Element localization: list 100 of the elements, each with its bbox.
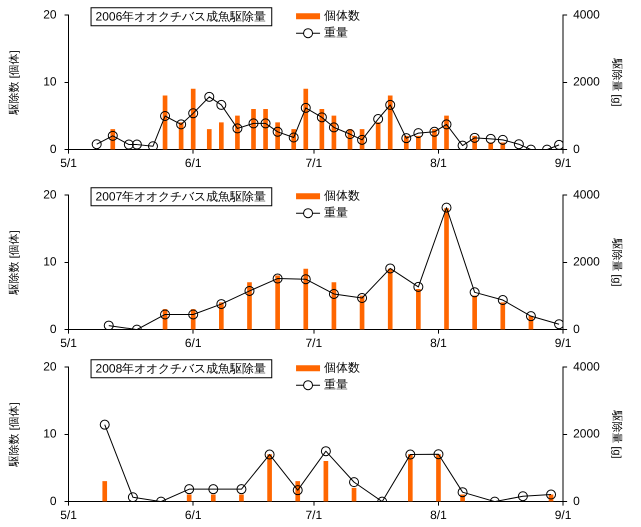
point: [292, 485, 303, 496]
point: [498, 295, 508, 306]
x-tick-label: 6/1: [184, 336, 202, 350]
x-tick-label: 8/1: [430, 156, 448, 170]
x-tick-label: 9/1: [554, 336, 572, 350]
x-tick-label: 9/1: [554, 156, 572, 170]
bar: [190, 88, 196, 150]
x-tick-label: 5/1: [60, 156, 78, 170]
bar: [219, 122, 224, 150]
y-tick-label: 10: [43, 254, 57, 269]
y-tick-label: 0: [50, 142, 57, 156]
point: [260, 118, 271, 128]
bar: [263, 108, 268, 150]
point: [132, 140, 142, 150]
point: [124, 140, 134, 150]
point: [546, 490, 556, 500]
legend-label: 個体数: [324, 360, 360, 375]
point: [385, 100, 396, 110]
point: [108, 130, 118, 141]
y-tick-label: 20: [43, 360, 57, 374]
point: [272, 126, 283, 137]
point: [184, 484, 194, 494]
bar: [472, 296, 477, 330]
y2-tick-label: 0: [573, 142, 580, 156]
point: [300, 102, 311, 113]
chart-title: 2007年オオクチバス成魚駆除量: [96, 190, 266, 204]
point: [300, 274, 311, 284]
bar: [352, 488, 356, 502]
point: [248, 118, 259, 128]
bar: [247, 282, 252, 330]
point: [526, 311, 536, 322]
point: [486, 134, 496, 144]
point: [498, 134, 508, 145]
legend-label: 重量: [324, 26, 348, 40]
point: [357, 134, 368, 145]
bar: [360, 296, 364, 330]
y2-axis-title: 駆除量 [g]: [610, 237, 622, 287]
bar: [206, 129, 212, 150]
bar: [251, 108, 256, 150]
bar: [388, 268, 393, 330]
bar: [500, 302, 506, 330]
point: [413, 282, 424, 292]
bar: [186, 494, 192, 502]
chart-title: 2006年オオクチバス成魚駆除量: [96, 10, 266, 24]
point: [385, 263, 396, 274]
point: [176, 119, 186, 130]
bar: [303, 88, 308, 150]
bar: [267, 454, 272, 502]
point: [458, 140, 468, 150]
y2-tick-label: 2000: [573, 426, 600, 441]
legend-label: 重量: [324, 378, 348, 392]
point: [236, 484, 246, 494]
y2-tick-label: 0: [573, 322, 580, 336]
bar: [239, 494, 244, 502]
point: [413, 128, 424, 138]
bar: [275, 276, 280, 330]
point: [204, 92, 214, 102]
x-tick-label: 5/1: [60, 508, 78, 522]
point: [554, 319, 564, 330]
point: [216, 100, 226, 110]
point: [104, 320, 114, 330]
point: [100, 420, 110, 430]
point: [514, 139, 524, 150]
point: [244, 286, 254, 296]
y2-tick-label: 2000: [573, 254, 600, 269]
point: [328, 122, 339, 132]
point: [188, 309, 198, 320]
y2-tick-label: 4000: [573, 8, 600, 22]
x-tick-label: 9/1: [554, 508, 572, 522]
point: [405, 450, 416, 460]
y-tick-label: 10: [43, 426, 57, 441]
legend-label: 個体数: [324, 188, 360, 203]
point: [316, 112, 327, 122]
bar: [324, 460, 328, 502]
bar: [376, 122, 380, 150]
bar: [210, 494, 216, 502]
point: [208, 484, 218, 494]
y-axis-title: 駆除数 [個体]: [8, 402, 21, 468]
point: [458, 487, 468, 498]
point: [357, 293, 368, 304]
bar: [436, 454, 441, 502]
bar: [162, 96, 168, 150]
y2-tick-label: 4000: [573, 360, 600, 374]
point: [328, 288, 339, 299]
y-tick-label: 20: [43, 188, 57, 202]
point: [92, 139, 102, 150]
x-tick-label: 8/1: [430, 508, 448, 522]
bar: [102, 481, 108, 502]
point: [442, 202, 452, 213]
x-tick-label: 6/1: [184, 508, 202, 522]
x-tick-label: 7/1: [305, 156, 322, 170]
point: [264, 450, 275, 460]
point: [401, 133, 412, 144]
point: [232, 123, 242, 134]
point: [188, 108, 198, 118]
bar: [416, 288, 421, 330]
y2-tick-label: 0: [573, 494, 580, 508]
point: [442, 119, 452, 130]
x-tick-label: 7/1: [305, 508, 322, 522]
bar: [303, 268, 308, 330]
